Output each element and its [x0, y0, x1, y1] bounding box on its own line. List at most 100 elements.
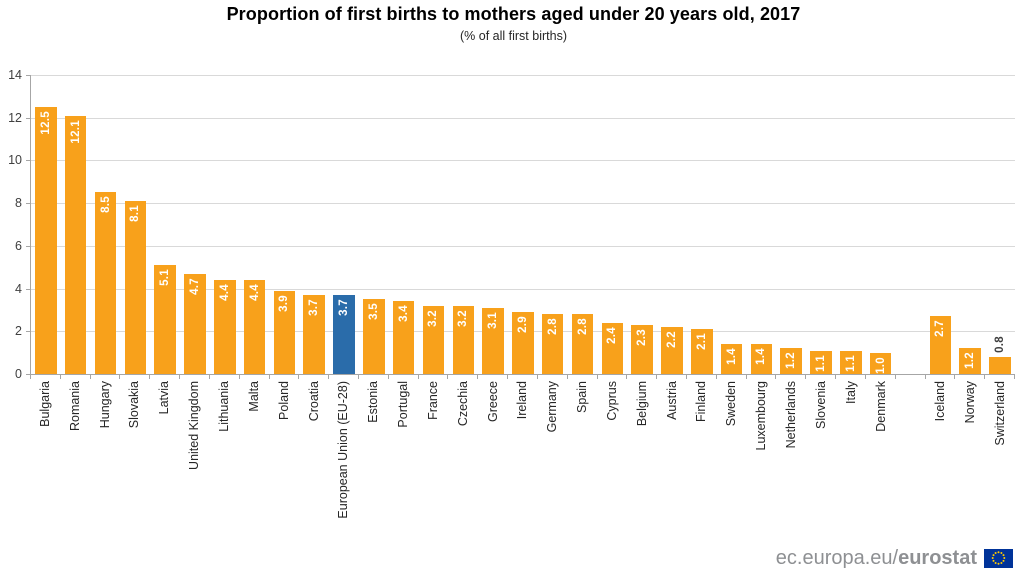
x-tick-mark	[1014, 374, 1015, 379]
y-tick-label-12: 12	[8, 110, 22, 125]
bar-slot-croatia: 3.7	[299, 75, 329, 374]
x-tick-mark	[984, 374, 986, 379]
x-tick-mark	[685, 374, 687, 379]
x-axis-labels: Bulgaria Romania Hungary Slovakia Latvia Unit…	[30, 381, 1015, 539]
x-label-slot-romania: Romania	[60, 381, 90, 539]
x-tick-mark	[149, 374, 151, 379]
x-tick-mark	[119, 374, 121, 379]
x-axis-label-romania: Romania	[67, 381, 82, 432]
y-tick-label-2: 2	[15, 324, 22, 339]
x-tick-mark	[536, 374, 538, 379]
x-tick-mark	[208, 374, 210, 379]
bar-value-label-denmark: 1.0	[874, 356, 887, 374]
x-axis-label-slovenia: Slovenia	[813, 381, 828, 429]
bar-slovenia: 1.1	[810, 350, 832, 374]
bar-belgium: 2.3	[631, 324, 653, 374]
x-axis-label-poland: Poland	[276, 381, 291, 420]
plot-area: 0 2 4 6 8 10 12 14 12.5 12.1 8.5 8.1 5.1 4.7 4.4 4.4 3.…	[8, 68, 1015, 381]
x-tick-mark	[626, 374, 628, 379]
x-label-slot-ireland: Ireland	[508, 381, 538, 539]
x-axis-label-united-kingdom: United Kingdom	[187, 381, 202, 470]
y-tick-label-8: 8	[15, 196, 22, 211]
bar-ireland: 2.9	[512, 312, 534, 374]
gridline-10	[31, 160, 1015, 162]
x-tick-mark	[775, 374, 777, 379]
y-tick-mark	[26, 374, 31, 375]
bar-croatia: 3.7	[303, 294, 325, 374]
x-label-slot-estonia: Estonia	[358, 381, 388, 539]
y-tick-mark	[26, 117, 31, 119]
x-tick-mark	[447, 374, 449, 379]
x-label-slot-netherlands: Netherlands	[776, 381, 806, 539]
eu-flag-icon	[984, 549, 1013, 568]
x-tick-mark	[596, 374, 598, 379]
bar-germany: 2.8	[541, 314, 564, 374]
bar-bulgaria: 12.5	[35, 107, 57, 374]
bar-value-label-romania: 12.1	[69, 119, 82, 144]
bar-value-label-european-union-eu-28: 3.7	[338, 298, 351, 316]
x-tick-mark	[59, 374, 61, 379]
bar-value-label-portugal: 3.4	[397, 305, 410, 323]
bar-slot-belgium: 2.3	[627, 75, 657, 374]
bar-slot-slovakia: 8.1	[120, 75, 150, 374]
x-tick-mark	[268, 374, 270, 379]
x-tick-mark	[298, 374, 300, 379]
x-axis-label-bulgaria: Bulgaria	[37, 381, 52, 427]
bar-latvia: 5.1	[154, 265, 176, 374]
bar-slot-luxembourg: 1.4	[747, 75, 777, 374]
bar-slot-malta: 4.4	[240, 75, 270, 374]
x-axis-label-belgium: Belgium	[634, 381, 649, 427]
bar-value-label-malta: 4.4	[248, 284, 261, 301]
x-label-slot-germany: Germany	[537, 381, 567, 539]
chart-subtitle: (% of all first births)	[460, 29, 567, 43]
bar-value-label-latvia: 5.1	[159, 269, 172, 286]
x-axis-label-spain: Spain	[575, 381, 590, 413]
y-tick-mark	[26, 288, 31, 290]
x-axis-label-norway: Norway	[963, 381, 978, 424]
bar-slot-portugal: 3.4	[389, 75, 419, 374]
x-label-slot-norway: Norway	[955, 381, 985, 539]
x-label-slot-austria: Austria	[657, 381, 687, 539]
bar-value-label-estonia: 3.5	[367, 303, 380, 321]
bar-european-union-eu-28: 3.7	[333, 294, 355, 374]
x-axis-label-hungary: Hungary	[97, 381, 112, 429]
x-label-slot-denmark: Denmark	[866, 381, 896, 539]
bar-value-label-netherlands: 1.2	[785, 352, 798, 370]
x-axis-label-estonia: Estonia	[366, 381, 381, 423]
x-axis-label-greece: Greece	[485, 381, 500, 422]
x-tick-mark	[835, 374, 837, 379]
x-axis-label-germany: Germany	[545, 381, 560, 433]
x-tick-mark	[357, 374, 359, 379]
bar-estonia: 3.5	[363, 299, 385, 374]
bar-spain: 2.8	[571, 314, 594, 374]
x-axis-label-netherlands: Netherlands	[784, 381, 799, 449]
x-label-slot-italy: Italy	[836, 381, 866, 539]
x-label-slot-malta: Malta	[239, 381, 269, 539]
x-axis-label-slovakia: Slovakia	[127, 381, 142, 429]
x-label-slot-spain: Spain	[567, 381, 597, 539]
x-axis-label-latvia: Latvia	[157, 381, 172, 415]
bars-layer: 12.5 12.1 8.5 8.1 5.1 4.7 4.4 4.4 3.9 3.7 3.7 3.5 3.…	[31, 75, 1015, 374]
x-axis-label-iceland: Iceland	[933, 381, 948, 422]
x-axis-label-switzerland: Switzerland	[992, 381, 1007, 446]
x-tick-mark	[954, 374, 956, 379]
bar-slot-denmark: 1.0	[866, 75, 896, 374]
bar-value-label-poland: 3.9	[278, 294, 291, 312]
bar-slot-european-union-eu-28: 3.7	[329, 75, 359, 374]
x-axis-label-portugal: Portugal	[396, 381, 411, 428]
bar-switzerland: 0.8	[989, 336, 1011, 374]
bar-value-label-cyprus: 2.4	[606, 326, 619, 344]
bar-slot-lithuania: 4.4	[210, 75, 240, 374]
bar-value-label-czechia: 3.2	[457, 309, 470, 327]
bar-value-label-norway: 1.2	[964, 352, 977, 370]
bar-norway: 1.2	[959, 348, 981, 374]
x-label-slot-latvia: Latvia	[149, 381, 179, 539]
bar-slot-slovenia: 1.1	[806, 75, 836, 374]
bar-iceland: 2.7	[929, 316, 951, 374]
page-title: Proportion of first births to mothers ag…	[226, 4, 801, 24]
x-label-slot-iceland: Iceland	[925, 381, 955, 539]
bar-slot-norway: 1.2	[955, 75, 985, 374]
bar-slot-bulgaria: 12.5	[31, 75, 61, 374]
bar-value-label-germany: 2.8	[546, 318, 559, 336]
x-tick-mark	[89, 374, 91, 379]
